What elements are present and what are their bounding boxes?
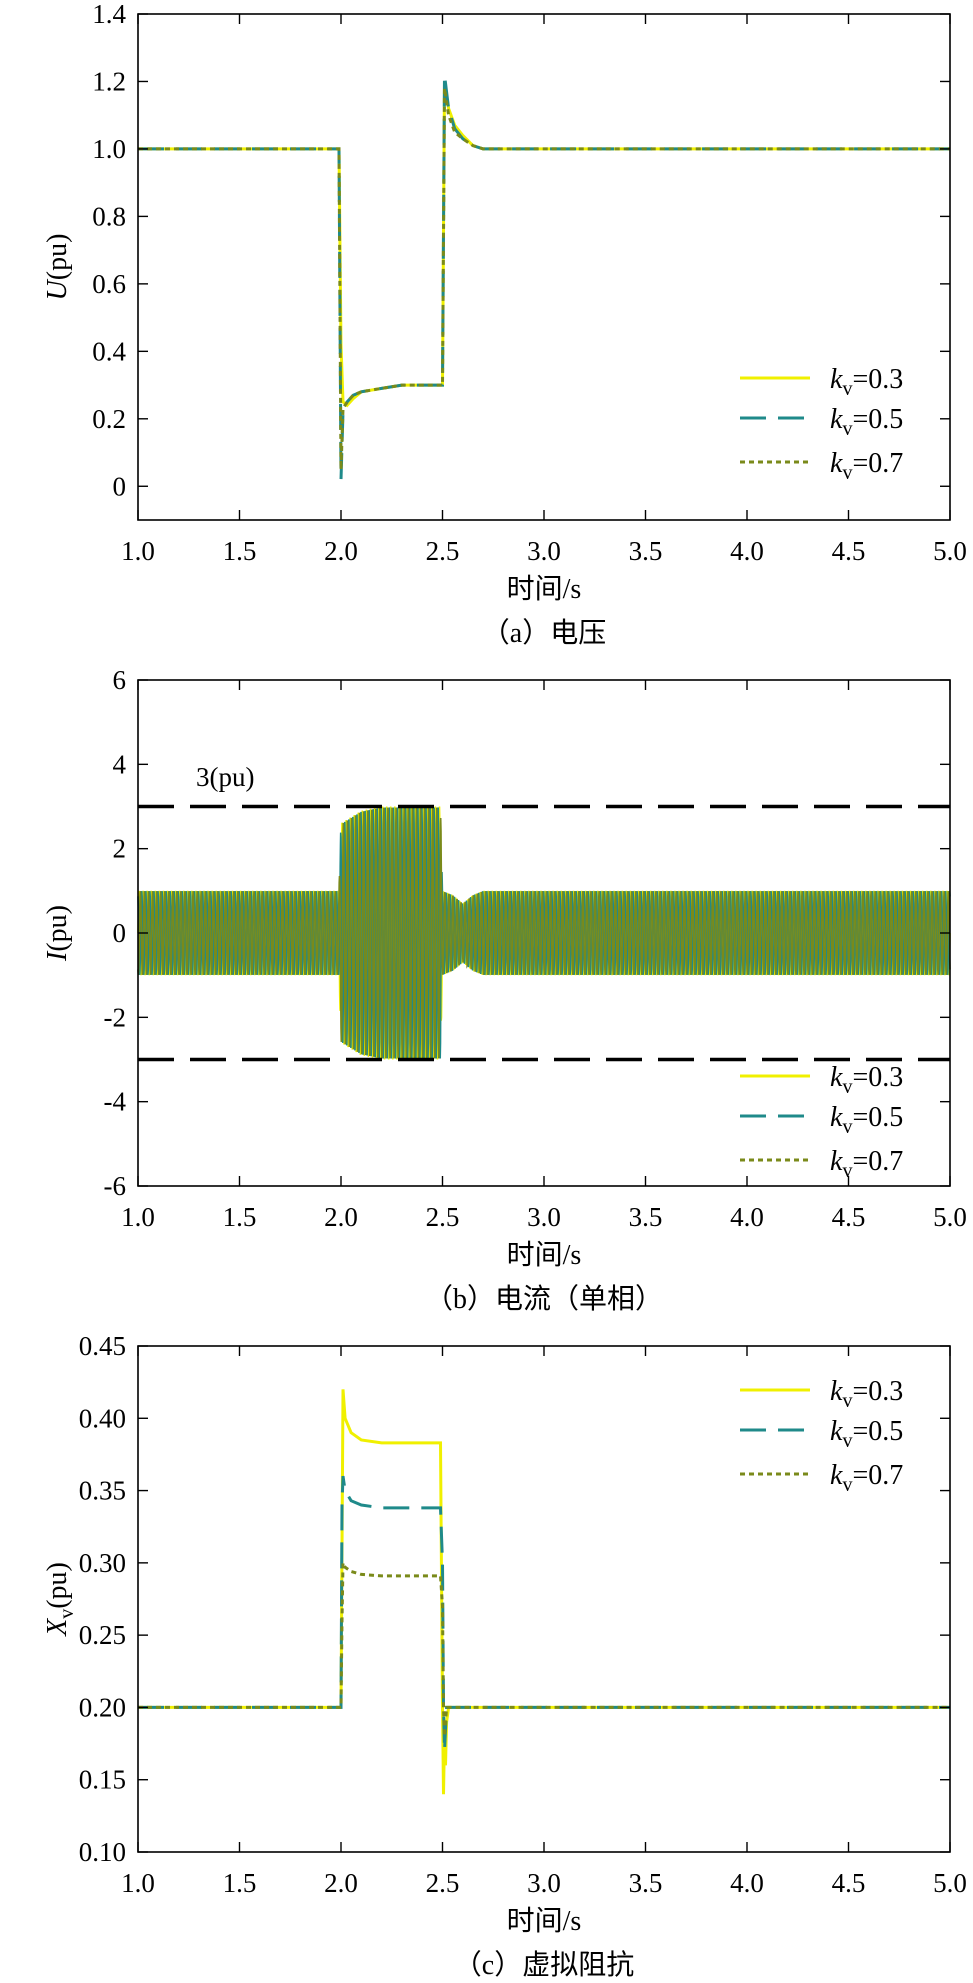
x-tick-label: 3.5 [629,536,663,566]
voltage-panel: 1.0 1.5 2.0 2.5 3.0 3.5 4.0 4.5 5.0 0 0.2 0.4 0.6 0.8… [42,0,967,649]
y-tick-label: 0 [113,471,127,501]
y-tick-label: 2 [113,834,127,864]
impedance-ticks: 1.0 1.5 2.0 2.5 3.0 3.5 4.0 4.5 5.0 0.10 0.15 0.20 0… [79,1331,967,1898]
y-tick-label: 0.35 [79,1476,126,1506]
series-line-kv05 [138,74,950,480]
impedance-lines [138,1389,950,1795]
y-tick-label: 0.20 [79,1692,126,1722]
y-tick-label: 0.25 [79,1620,126,1650]
y-tick-label: -2 [104,1002,127,1032]
x-tick-label: 2.5 [426,536,460,566]
series-line-kv03 [138,1389,950,1795]
y-tick-label: 0.45 [79,1331,126,1361]
voltage-x-axis-label: 时间/s [507,573,582,605]
impedance-legend: kv=0.3 kv=0.5 kv=0.7 [740,1376,903,1496]
x-tick-label: 1.0 [121,1202,155,1232]
current-panel: 1.0 1.5 2.0 2.5 3.0 3.5 4.0 4.5 5.0 -6 -4 -2 0 2 4 6 3(… [42,665,967,1315]
voltage-caption: （a）电压 [482,617,606,649]
x-tick-label: 5.0 [933,1202,967,1232]
x-tick-label: 4.5 [832,1868,866,1898]
x-tick-label: 4.5 [832,536,866,566]
legend-label-kv05: kv=0.5 [830,1416,903,1452]
current-plot-frame [137,679,951,1187]
legend-label-kv07: kv=0.7 [830,448,903,484]
impedance-x-axis-label: 时间/s [507,1905,582,1937]
x-tick-label: 1.5 [223,1868,257,1898]
impedance-plot-frame [137,1345,951,1853]
x-tick-label: 4.0 [730,1202,764,1232]
legend-label-kv03: kv=0.3 [830,1376,903,1412]
current-limit-lines [138,804,950,1062]
x-tick-label: 2.0 [324,536,358,566]
y-tick-label: 1.2 [92,66,126,96]
y-tick-label: 0.15 [79,1765,126,1795]
current-legend: kv=0.3 kv=0.5 kv=0.7 [740,1062,903,1182]
y-tick-label: 0.40 [79,1403,126,1433]
y-tick-label: 0.2 [92,404,126,434]
impedance-caption: （c）虚拟阻抗 [454,1949,634,1981]
series-line-kv03 [138,81,950,408]
y-tick-label: -6 [104,1171,127,1201]
voltage-y-axis-label: U(pu) [42,234,73,301]
series-line-kv07 [138,1562,950,1737]
y-tick-label: 0.30 [79,1548,126,1578]
legend-label-kv07: kv=0.7 [830,1146,903,1182]
legend-label-kv07: kv=0.7 [830,1460,903,1496]
x-tick-label: 3.0 [527,1202,561,1232]
x-tick-label: 1.0 [121,536,155,566]
x-tick-label: 3.0 [527,1868,561,1898]
series-line-kv05 [138,1475,950,1751]
legend-label-kv03: kv=0.3 [830,364,903,400]
x-tick-label: 5.0 [933,1868,967,1898]
x-tick-label: 1.5 [223,536,257,566]
y-tick-label: 0.4 [92,336,126,366]
x-tick-label: 2.0 [324,1202,358,1232]
y-tick-label: 1.0 [92,134,126,164]
current-lines [137,806,951,1060]
y-tick-label: 0.8 [92,201,126,231]
series-line-kv07 [137,807,951,1059]
series-line-kv07 [138,87,950,470]
impedance-y-axis-label: Xv(pu) [42,1562,78,1637]
current-ticks: 1.0 1.5 2.0 2.5 3.0 3.5 4.0 4.5 5.0 -6 -4 -2 0 2 4 6 [104,665,967,1232]
x-tick-label: 1.0 [121,1868,155,1898]
impedance-panel: 1.0 1.5 2.0 2.5 3.0 3.5 4.0 4.5 5.0 0.10 0.15 0.20 0… [42,1331,967,1981]
x-tick-label: 1.5 [223,1202,257,1232]
voltage-plot-frame [137,13,951,521]
x-tick-label: 3.0 [527,536,561,566]
x-tick-label: 4.0 [730,1868,764,1898]
voltage-ticks: 1.0 1.5 2.0 2.5 3.0 3.5 4.0 4.5 5.0 0 0.2 0.4 0.6 0.8… [92,0,967,566]
x-tick-label: 5.0 [933,536,967,566]
y-tick-label: 1.4 [92,0,126,29]
y-tick-label: 6 [113,665,127,695]
y-tick-label: 0.10 [79,1837,126,1867]
x-tick-label: 4.5 [832,1202,866,1232]
voltage-lines [138,74,950,480]
y-tick-label: 4 [113,749,127,779]
x-tick-label: 4.0 [730,536,764,566]
y-tick-label: 0 [113,918,127,948]
legend-label-kv05: kv=0.5 [830,1102,903,1138]
x-tick-label: 2.0 [324,1868,358,1898]
x-tick-label: 2.5 [426,1202,460,1232]
current-limit-annotation: 3(pu) [196,762,254,792]
y-tick-label: 0.6 [92,269,126,299]
legend-label-kv03: kv=0.3 [830,1062,903,1098]
x-tick-label: 2.5 [426,1868,460,1898]
current-y-axis-label: I(pu) [42,905,73,962]
legend-label-kv05: kv=0.5 [830,404,903,440]
x-tick-label: 3.5 [629,1202,663,1232]
voltage-legend: kv=0.3 kv=0.5 kv=0.7 [740,364,903,484]
current-caption: （b）电流（单相） [425,1283,663,1315]
x-tick-label: 3.5 [629,1868,663,1898]
y-tick-label: -4 [104,1087,127,1117]
current-x-axis-label: 时间/s [507,1239,582,1271]
